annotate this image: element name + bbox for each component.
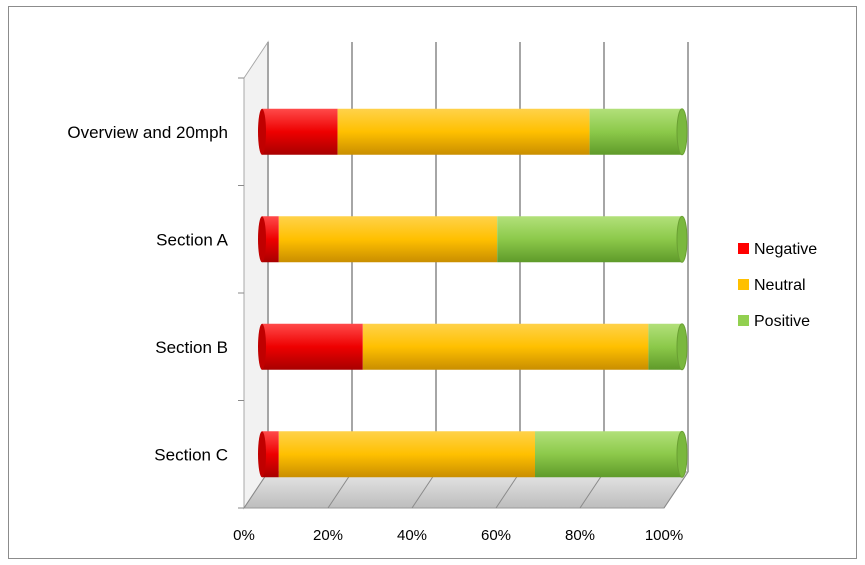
bar-end-cap-section-c — [676, 430, 688, 478]
floor-line-40pct — [411, 471, 437, 509]
x-tick-label: 40% — [397, 527, 427, 544]
bar-negative-section-c — [262, 431, 279, 478]
bar-neutral-overview-and-20mph — [337, 108, 590, 155]
legend: Negative Neutral Positive — [738, 241, 817, 330]
bar-start-cap-section-c — [258, 431, 266, 478]
bar-negative-section-b — [262, 323, 363, 370]
legend-swatch-negative — [738, 243, 749, 254]
bar-neutral-section-c — [278, 431, 535, 478]
category-label: Section A — [156, 230, 228, 249]
x-tick-label: 0% — [233, 527, 255, 544]
bar-negative-overview-and-20mph — [262, 108, 338, 155]
floor-line-80pct — [579, 471, 605, 509]
bar-start-cap-section-a — [258, 216, 266, 263]
bar-end-cap-overview-and-20mph — [676, 108, 688, 156]
bar-neutral-section-b — [362, 323, 649, 370]
bar-end-cap-section-a — [676, 215, 688, 263]
legend-label-neutral: Neutral — [754, 277, 806, 294]
bar-positive-section-c — [535, 431, 682, 478]
bar-start-cap-overview-and-20mph — [258, 108, 266, 155]
category-label: Overview and 20mph — [67, 123, 228, 142]
bar-end-cap-section-b — [676, 323, 688, 371]
bar-neutral-section-a — [278, 216, 498, 263]
floor-line-100pct — [663, 471, 689, 509]
x-tick-label: 20% — [313, 527, 343, 544]
legend-swatch-neutral — [738, 279, 749, 290]
category-label: Section B — [155, 338, 228, 357]
labels-layer: Overview and 20mph Section A Section B Sect… — [67, 123, 683, 544]
legend-label-positive: Positive — [754, 313, 810, 330]
floor-line-0pct — [243, 471, 269, 509]
chart-floor — [243, 471, 689, 509]
floor-line-20pct — [327, 471, 353, 509]
bar-negative-section-a — [262, 216, 279, 263]
bar-positive-overview-and-20mph — [589, 108, 682, 155]
x-tick-label: 100% — [645, 527, 683, 544]
x-tick-label: 80% — [565, 527, 595, 544]
x-tick-label: 60% — [481, 527, 511, 544]
category-label: Section C — [154, 445, 228, 464]
bar-positive-section-a — [497, 216, 682, 263]
legend-swatch-positive — [738, 315, 749, 326]
bar-positive-section-b — [648, 323, 682, 370]
legend-label-negative: Negative — [754, 241, 817, 258]
floor-line-60pct — [495, 471, 521, 509]
bar-start-cap-section-b — [258, 323, 266, 370]
bars-layer — [258, 108, 688, 478]
